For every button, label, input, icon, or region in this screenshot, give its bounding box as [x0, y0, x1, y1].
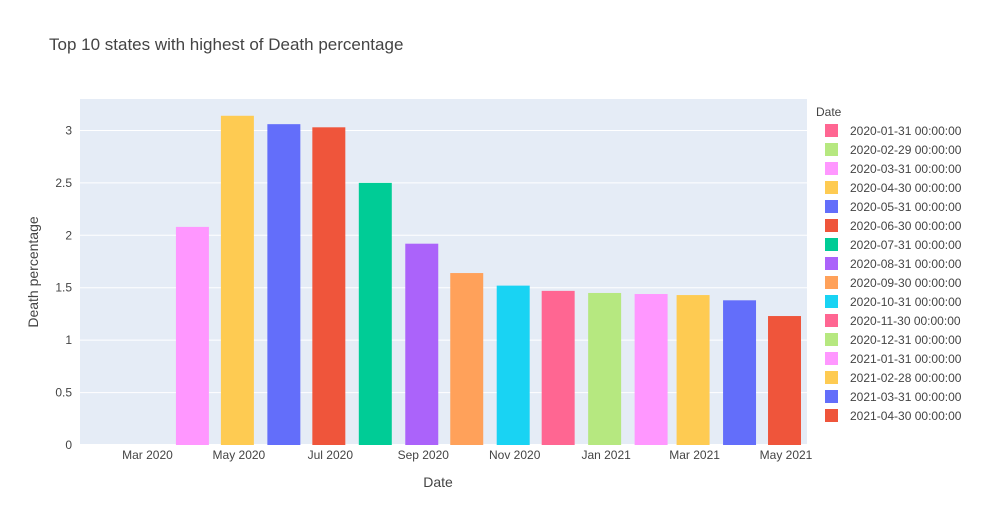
y-tick-label: 1.5	[55, 281, 72, 295]
legend-item[interactable]: 2021-01-31 00:00:00	[825, 352, 962, 366]
legend-label: 2020-08-31 00:00:00	[850, 257, 962, 271]
bar[interactable]	[768, 316, 802, 445]
bar[interactable]	[220, 115, 254, 445]
legend-item[interactable]: 2020-02-29 00:00:00	[825, 143, 962, 157]
legend-item[interactable]: 2020-01-31 00:00:00	[825, 124, 962, 138]
legend-item[interactable]: 2021-03-31 00:00:00	[825, 390, 962, 404]
y-tick-label: 1	[65, 333, 72, 347]
legend-label: 2020-09-30 00:00:00	[850, 276, 962, 290]
legend-item[interactable]: 2021-04-30 00:00:00	[825, 409, 962, 423]
y-tick-label: 0	[65, 438, 72, 452]
bar[interactable]	[312, 127, 346, 446]
bar[interactable]	[541, 290, 575, 445]
x-tick-label: May 2020	[213, 448, 266, 462]
legend-label: 2021-03-31 00:00:00	[850, 390, 962, 404]
legend-item[interactable]: 2020-12-31 00:00:00	[825, 333, 962, 347]
y-tick-label: 3	[65, 123, 72, 137]
legend-item[interactable]: 2020-03-31 00:00:00	[825, 162, 962, 176]
legend-swatch	[825, 295, 838, 308]
legend-label: 2021-02-28 00:00:00	[850, 371, 962, 385]
legend-swatch	[825, 219, 838, 232]
legend-label: 2020-11-30 00:00:00	[850, 314, 961, 328]
legend-swatch	[825, 257, 838, 270]
y-tick-label: 0.5	[55, 386, 72, 400]
legend-swatch	[825, 371, 838, 384]
bar[interactable]	[175, 226, 209, 445]
bar[interactable]	[634, 294, 668, 445]
y-tick-label: 2.5	[55, 176, 72, 190]
legend[interactable]: 2020-01-31 00:00:00 2020-02-29 00:00:00 20…	[825, 124, 962, 423]
legend-item[interactable]: 2021-02-28 00:00:00	[825, 371, 962, 385]
legend-swatch	[825, 409, 838, 422]
legend-item[interactable]: 2020-06-30 00:00:00	[825, 219, 962, 233]
legend-label: 2020-07-31 00:00:00	[850, 238, 962, 252]
legend-swatch	[825, 143, 838, 156]
legend-label: 2020-06-30 00:00:00	[850, 219, 962, 233]
legend-label: 2020-01-31 00:00:00	[850, 124, 962, 138]
x-tick-label: Sep 2020	[398, 448, 450, 462]
legend-swatch	[825, 124, 838, 137]
bar[interactable]	[267, 124, 301, 445]
legend-item[interactable]: 2020-08-31 00:00:00	[825, 257, 962, 271]
legend-swatch	[825, 162, 838, 175]
legend-item[interactable]: 2020-07-31 00:00:00	[825, 238, 962, 252]
bars	[175, 115, 802, 446]
legend-title: Date	[816, 105, 842, 119]
bar[interactable]	[588, 292, 622, 445]
legend-item[interactable]: 2020-05-31 00:00:00	[825, 200, 962, 214]
legend-item[interactable]: 2020-09-30 00:00:00	[825, 276, 962, 290]
legend-swatch	[825, 333, 838, 346]
legend-swatch	[825, 276, 838, 289]
legend-swatch	[825, 200, 838, 213]
x-axis-label: Date	[423, 474, 453, 490]
y-tick-label: 2	[65, 228, 72, 242]
x-tick-label: Jan 2021	[581, 448, 631, 462]
x-tick-label: Jul 2020	[308, 448, 354, 462]
legend-item[interactable]: 2020-10-31 00:00:00	[825, 295, 962, 309]
legend-label: 2020-12-31 00:00:00	[850, 333, 962, 347]
legend-label: 2020-04-30 00:00:00	[850, 181, 962, 195]
chart-title: Top 10 states with highest of Death perc…	[49, 35, 403, 54]
legend-swatch	[825, 238, 838, 251]
bar[interactable]	[405, 243, 439, 445]
bar[interactable]	[676, 295, 710, 445]
legend-label: 2020-10-31 00:00:00	[850, 295, 962, 309]
x-tick-label: May 2021	[760, 448, 813, 462]
y-axis-label: Death percentage	[25, 216, 41, 328]
legend-swatch	[825, 352, 838, 365]
bar[interactable]	[450, 273, 484, 445]
legend-swatch	[825, 390, 838, 403]
legend-swatch	[825, 314, 838, 327]
bar[interactable]	[496, 285, 530, 445]
bar[interactable]	[358, 182, 392, 445]
legend-label: 2020-03-31 00:00:00	[850, 162, 962, 176]
legend-label: 2021-04-30 00:00:00	[850, 409, 962, 423]
x-tick-label: Nov 2020	[489, 448, 541, 462]
legend-item[interactable]: 2020-04-30 00:00:00	[825, 181, 962, 195]
legend-item[interactable]: 2020-11-30 00:00:00	[825, 314, 961, 328]
y-axis-ticks: 0 0.5 1 1.5 2 2.5 3	[55, 123, 72, 452]
x-axis-ticks: Mar 2020 May 2020 Jul 2020 Sep 2020 Nov 2020…	[122, 448, 813, 462]
x-tick-label: Mar 2021	[669, 448, 720, 462]
x-tick-label: Mar 2020	[122, 448, 173, 462]
legend-label: 2020-02-29 00:00:00	[850, 143, 962, 157]
legend-label: 2021-01-31 00:00:00	[850, 352, 962, 366]
bar[interactable]	[723, 300, 757, 445]
legend-swatch	[825, 181, 838, 194]
legend-label: 2020-05-31 00:00:00	[850, 200, 962, 214]
